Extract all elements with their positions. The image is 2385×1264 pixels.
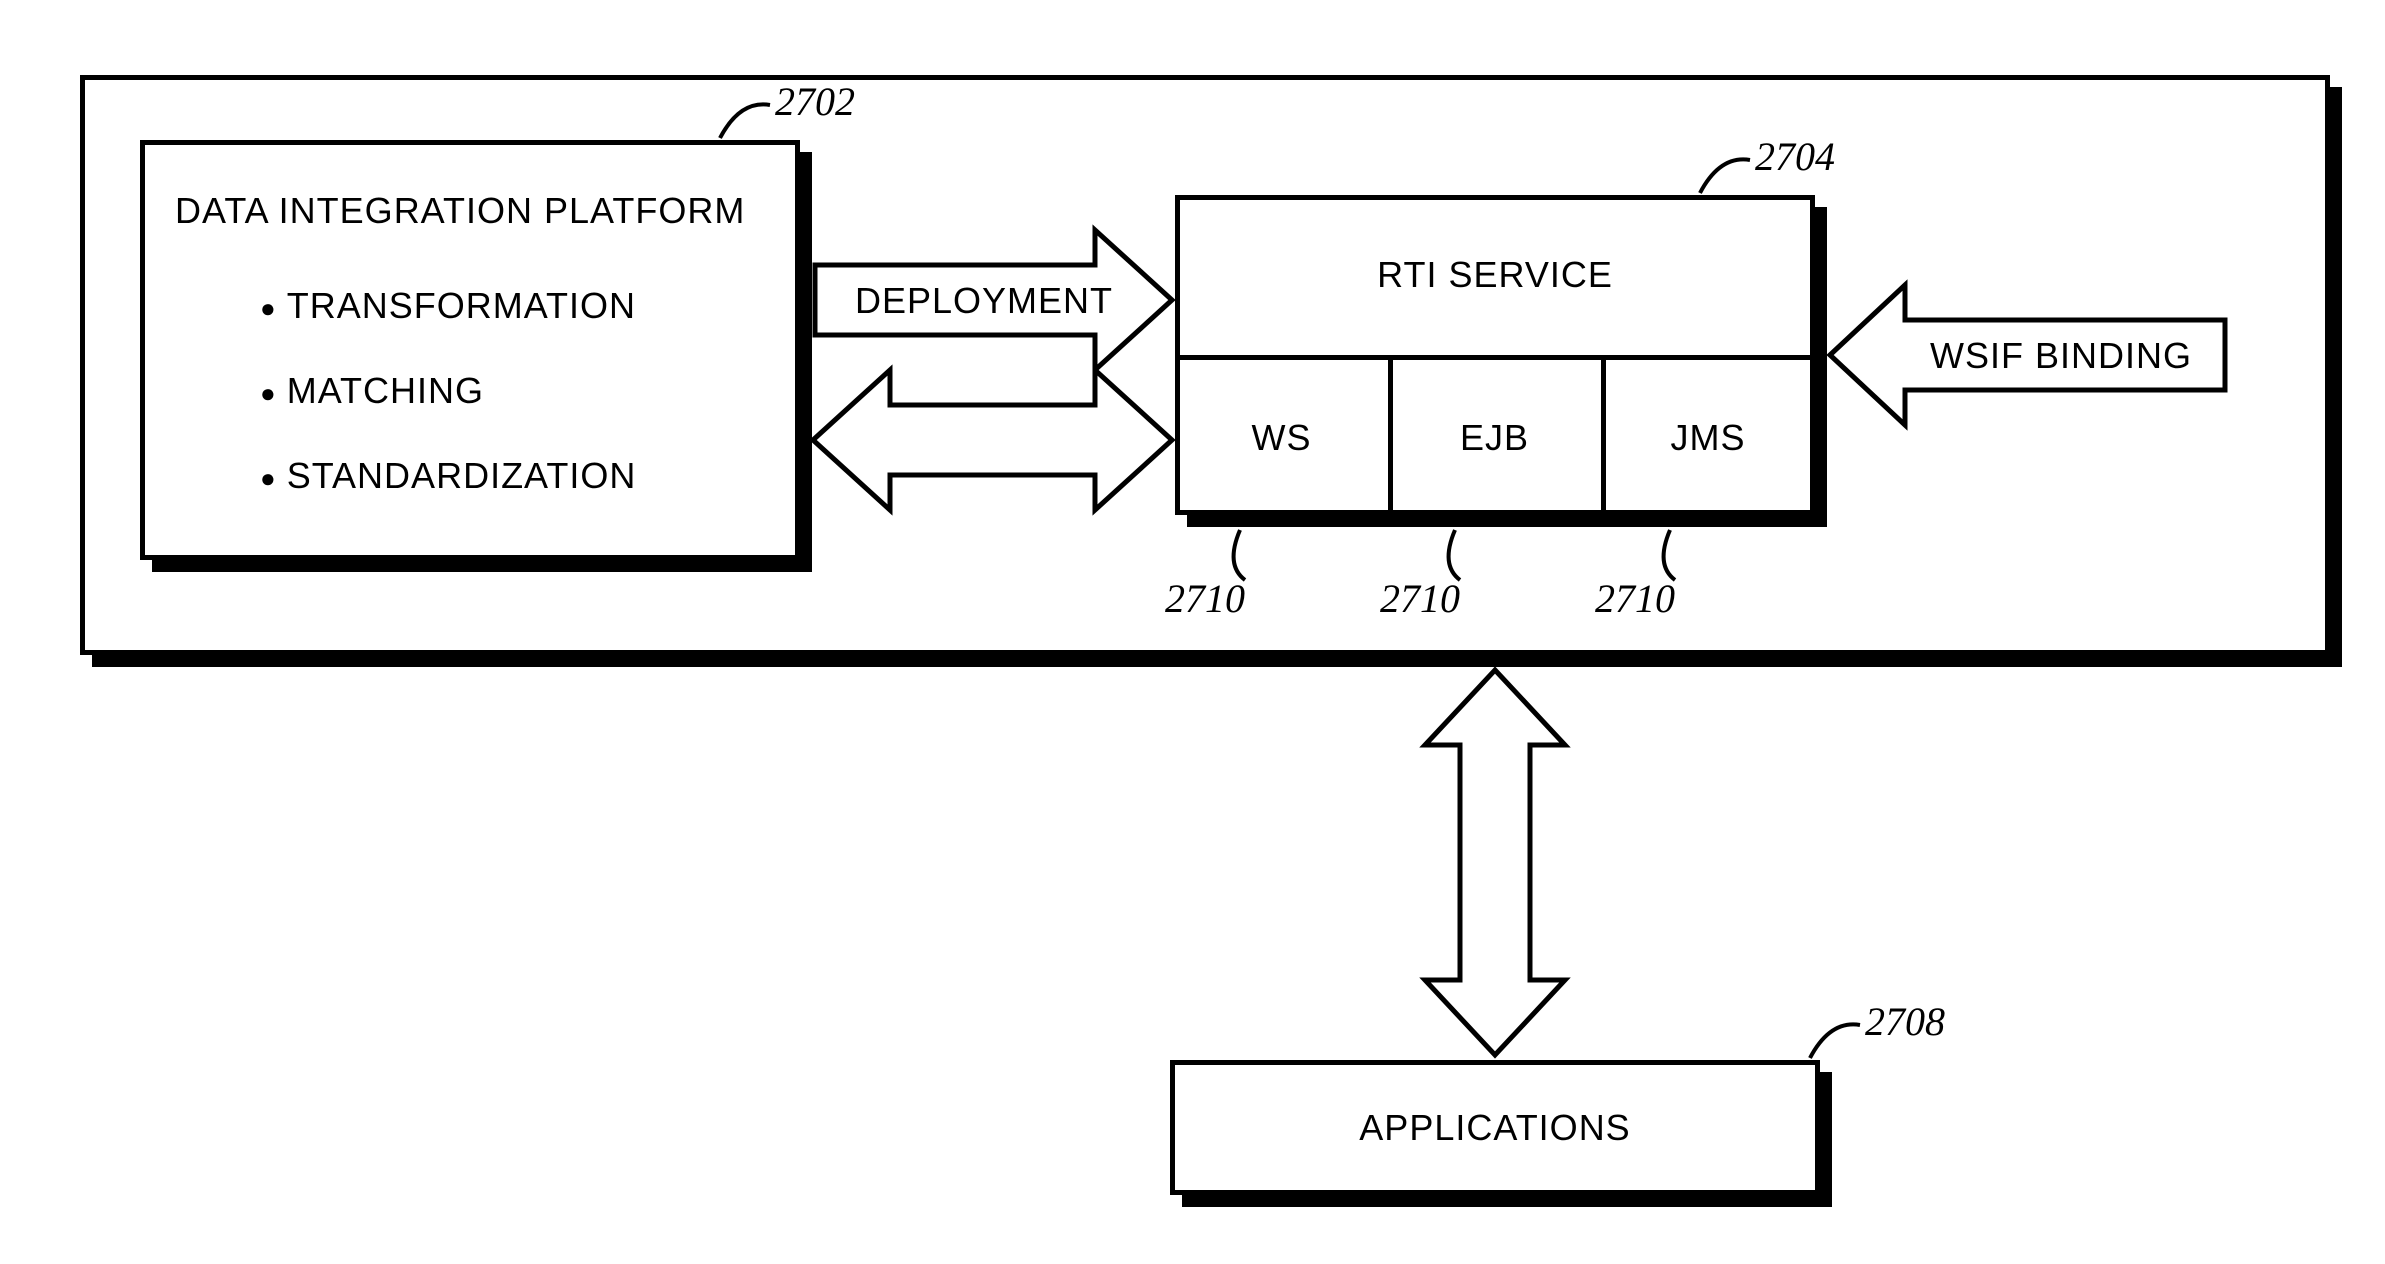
apps-ref: 2708 bbox=[1865, 998, 1945, 1045]
apps-ref-curve bbox=[0, 0, 2385, 1264]
diagram-canvas: DATA INTEGRATION PLATFORM TRANSFORMATION… bbox=[0, 0, 2385, 1264]
